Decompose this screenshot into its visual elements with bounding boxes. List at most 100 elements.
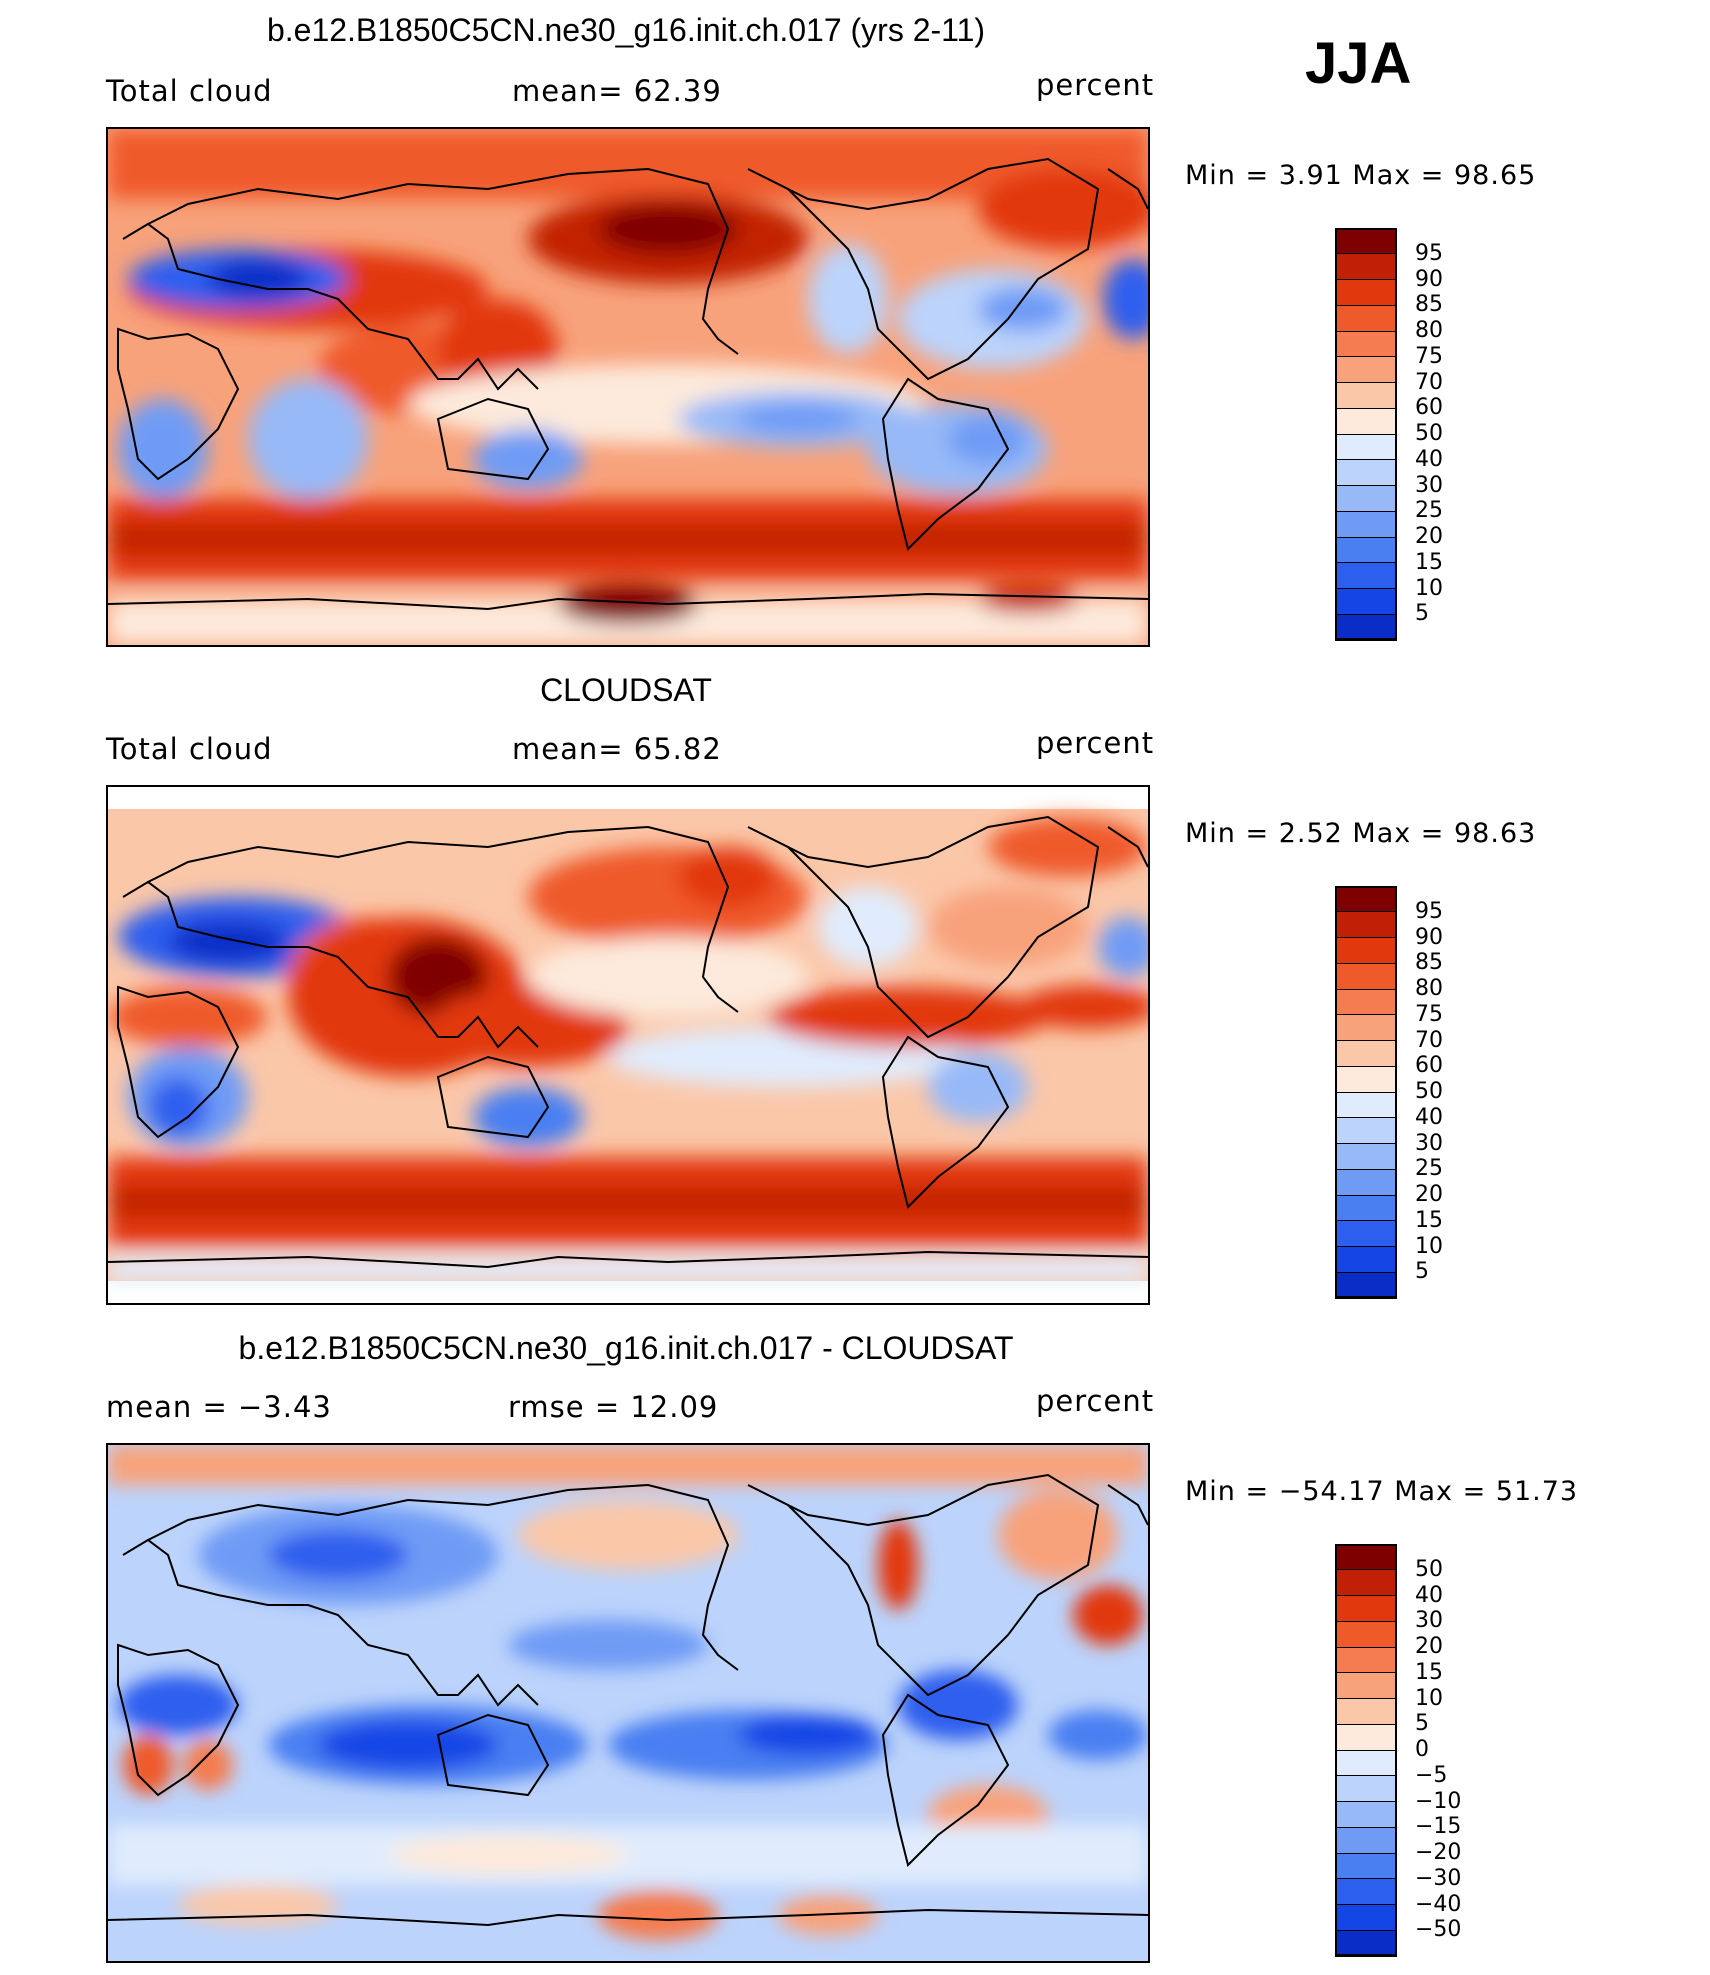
panel3-colorbar: 50 40 30 20 15 10 5 0 −5 −10 −15 −20 −30 −40 −50 xyxy=(1335,1544,1461,1957)
panel2-colorbar: 95 90 85 80 75 70 60 50 40 30 25 20 15 10 5 xyxy=(1335,886,1443,1299)
colorbar-swatch xyxy=(1335,253,1397,280)
panel3-minmax: Min = −54.17 Max = 51.73 xyxy=(1185,1476,1579,1507)
colorbar-swatch xyxy=(1335,1930,1397,1957)
colorbar-swatch xyxy=(1335,459,1397,486)
colorbar-label: 50 xyxy=(1415,1079,1443,1104)
panel1-map xyxy=(106,127,1150,647)
colorbar-swatch xyxy=(1335,1195,1397,1222)
panel2-title: CLOUDSAT xyxy=(540,672,712,708)
colorbar-label: 75 xyxy=(1415,1001,1443,1027)
panel2-left-label: Total cloud xyxy=(106,732,273,766)
colorbar-label: 15 xyxy=(1415,1207,1443,1233)
colorbar-label: −5 xyxy=(1415,1762,1448,1788)
colorbar-swatch xyxy=(1335,1827,1397,1854)
panel3-colorbar-box xyxy=(1335,1544,1397,1956)
colorbar-swatch xyxy=(1335,279,1397,306)
colorbar-swatch xyxy=(1335,1621,1397,1648)
colorbar-label: 10 xyxy=(1415,1233,1443,1259)
colorbar-label: −40 xyxy=(1415,1891,1462,1917)
colorbar-label: 80 xyxy=(1415,976,1443,1001)
colorbar-label: 15 xyxy=(1415,1659,1443,1685)
colorbar-label: 95 xyxy=(1415,240,1443,266)
season-label: JJA xyxy=(1305,31,1412,96)
panel3-map xyxy=(106,1443,1150,1963)
colorbar-swatch xyxy=(1335,1647,1397,1674)
colorbar-swatch xyxy=(1335,1595,1397,1622)
colorbar-label: 20 xyxy=(1415,1634,1443,1659)
colorbar-swatch xyxy=(1335,537,1397,564)
colorbar-label: −50 xyxy=(1415,1917,1462,1943)
colorbar-swatch xyxy=(1335,1801,1397,1828)
panel3-map-svg xyxy=(108,1445,1148,1961)
colorbar-label: 30 xyxy=(1415,472,1443,498)
colorbar-swatch xyxy=(1335,1220,1397,1247)
colorbar-swatch xyxy=(1335,614,1397,641)
colorbar-label: 40 xyxy=(1415,446,1443,472)
colorbar-label: 0 xyxy=(1415,1737,1429,1762)
colorbar-label: −10 xyxy=(1415,1788,1462,1814)
panel2-minmax: Min = 2.52 Max = 98.63 xyxy=(1185,818,1537,849)
colorbar-swatch xyxy=(1335,1092,1397,1119)
colorbar-swatch xyxy=(1335,1569,1397,1596)
panel1-map-svg xyxy=(108,129,1148,645)
colorbar-swatch xyxy=(1335,356,1397,383)
colorbar-swatch xyxy=(1335,1040,1397,1067)
colorbar-label: −15 xyxy=(1415,1814,1462,1840)
colorbar-label: 10 xyxy=(1415,575,1443,601)
panel1-title: b.e12.B1850C5CN.ne30_g16.init.ch.017 (yr… xyxy=(266,12,986,48)
colorbar-label: 40 xyxy=(1415,1582,1443,1608)
colorbar-label: −30 xyxy=(1415,1865,1462,1891)
colorbar-swatch xyxy=(1335,434,1397,461)
panel2-map-svg xyxy=(108,787,1148,1303)
colorbar-swatch xyxy=(1335,963,1397,990)
panel2-colorbar-box xyxy=(1335,886,1397,1298)
panel1-mean-label: mean= 62.39 xyxy=(512,74,722,108)
colorbar-label: 85 xyxy=(1415,950,1443,976)
colorbar-swatch xyxy=(1335,1066,1397,1093)
colorbar-label: 5 xyxy=(1415,1259,1429,1285)
colorbar-label: 25 xyxy=(1415,498,1443,524)
colorbar-swatch xyxy=(1335,1672,1397,1699)
colorbar-label: 5 xyxy=(1415,601,1429,627)
colorbar-label: 60 xyxy=(1415,1053,1443,1079)
panel1-colorbar: 95 90 85 80 75 70 60 50 40 30 25 20 15 10 5 xyxy=(1335,228,1443,641)
colorbar-label: 75 xyxy=(1415,343,1443,369)
colorbar-label: 80 xyxy=(1415,318,1443,343)
colorbar-swatch xyxy=(1335,1544,1397,1571)
colorbar-swatch xyxy=(1335,1724,1397,1751)
colorbar-label: 50 xyxy=(1415,1556,1443,1582)
panel3-title: b.e12.B1850C5CN.ne30_g16.init.ch.017 - C… xyxy=(238,1330,1014,1366)
colorbar-label: 70 xyxy=(1415,369,1443,395)
colorbar-swatch xyxy=(1335,1143,1397,1170)
colorbar-label: 20 xyxy=(1415,1182,1443,1207)
colorbar-swatch xyxy=(1335,511,1397,538)
colorbar-label: 5 xyxy=(1415,1711,1429,1737)
colorbar-swatch xyxy=(1335,1878,1397,1905)
colorbar-label: 10 xyxy=(1415,1685,1443,1711)
panel2-units-label: percent xyxy=(1036,726,1155,760)
panel3-rmse-label: rmse = 12.09 xyxy=(508,1390,719,1424)
colorbar-swatch xyxy=(1335,989,1397,1016)
colorbar-label: 30 xyxy=(1415,1608,1443,1634)
colorbar-swatch xyxy=(1335,382,1397,409)
colorbar-label: 25 xyxy=(1415,1156,1443,1182)
panel3-mean-label: mean = −3.43 xyxy=(106,1390,332,1424)
panel1-units-label: percent xyxy=(1036,68,1155,102)
panel1-colorbar-box xyxy=(1335,228,1397,640)
colorbar-swatch xyxy=(1335,1246,1397,1273)
colorbar-swatch xyxy=(1335,485,1397,512)
colorbar-label: 50 xyxy=(1415,421,1443,446)
colorbar-label: 90 xyxy=(1415,924,1443,950)
colorbar-swatch xyxy=(1335,1904,1397,1931)
colorbar-swatch xyxy=(1335,228,1397,255)
colorbar-swatch xyxy=(1335,937,1397,964)
colorbar-swatch xyxy=(1335,1014,1397,1041)
colorbar-swatch xyxy=(1335,886,1397,913)
colorbar-label: 30 xyxy=(1415,1130,1443,1156)
colorbar-label: −20 xyxy=(1415,1840,1462,1865)
panel1-left-label: Total cloud xyxy=(106,74,273,108)
colorbar-label: 60 xyxy=(1415,395,1443,421)
panel2-map xyxy=(106,785,1150,1305)
colorbar-label: 15 xyxy=(1415,549,1443,575)
colorbar-swatch xyxy=(1335,562,1397,589)
